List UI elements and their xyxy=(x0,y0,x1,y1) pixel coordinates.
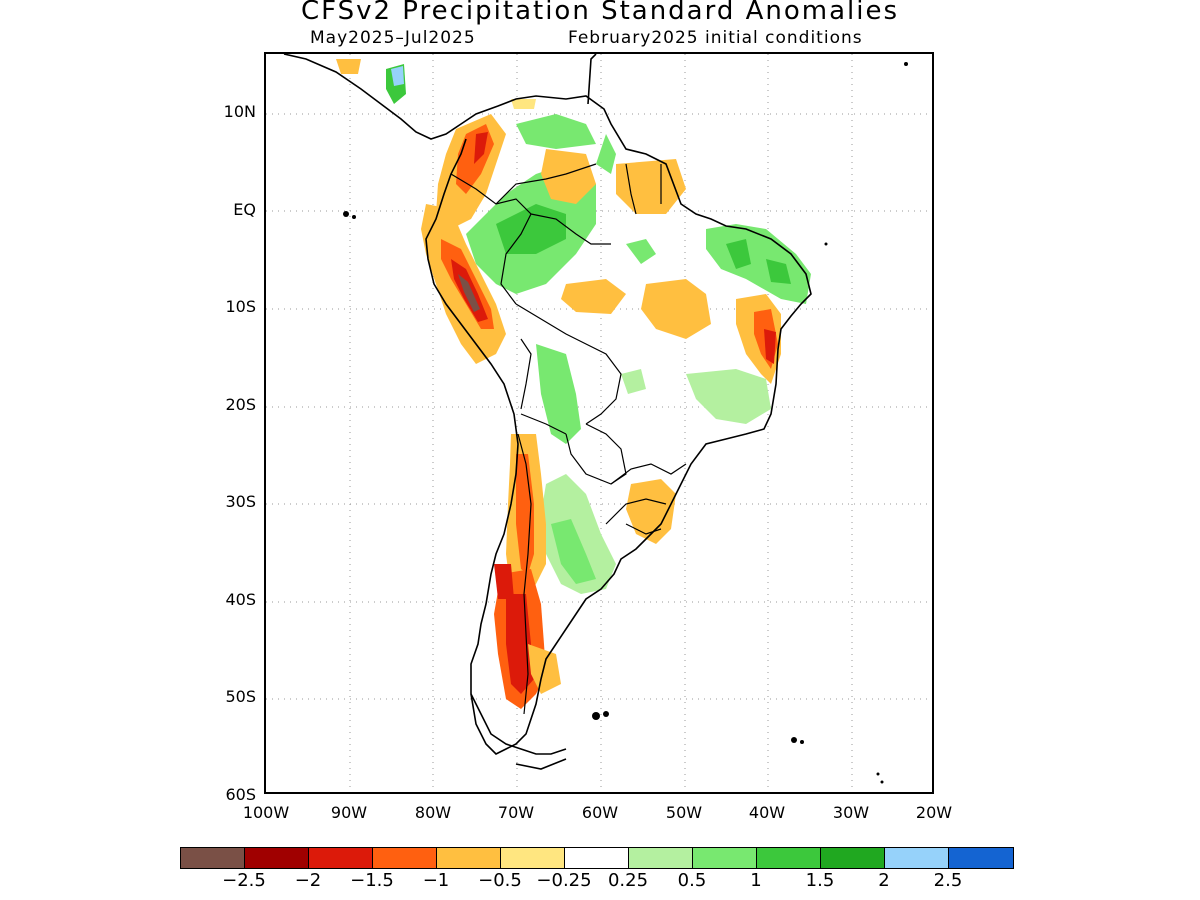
colorbar-swatch xyxy=(821,848,885,868)
lat-label: 10S xyxy=(225,297,256,316)
lon-label: 60W xyxy=(581,803,619,822)
lon-label: 50W xyxy=(665,803,703,822)
lon-label: 20W xyxy=(915,803,953,822)
colorbar-swatch xyxy=(629,848,693,868)
colorbar-label: 2.5 xyxy=(933,870,963,891)
anomaly-map xyxy=(266,54,932,792)
colorbar-swatch xyxy=(501,848,565,868)
lat-label: 60S xyxy=(225,785,256,804)
colorbar-label: −0.25 xyxy=(536,870,592,891)
lon-label: 40W xyxy=(748,803,786,822)
islands xyxy=(343,62,908,784)
colorbar-label: 0.5 xyxy=(677,870,707,891)
colorbar-swatch xyxy=(181,848,245,868)
colorbar-label: −1 xyxy=(422,870,450,891)
country-borders xyxy=(450,163,687,715)
map-frame xyxy=(264,52,934,794)
chart-title: CFSv2 Precipitation Standard Anomalies xyxy=(300,0,900,26)
lat-label: 20S xyxy=(225,395,256,414)
lon-label: 70W xyxy=(497,803,535,822)
colorbar-swatch xyxy=(757,848,821,868)
colorbar-label: −0.5 xyxy=(478,870,522,891)
dry-anomalies xyxy=(336,59,781,709)
colorbar-swatch xyxy=(565,848,629,868)
colorbar-swatch xyxy=(949,848,1013,868)
colorbar-swatch xyxy=(437,848,501,868)
colorbar-label: −2 xyxy=(294,870,322,891)
colorbar-swatch xyxy=(245,848,309,868)
colorbar-swatch xyxy=(373,848,437,868)
colorbar xyxy=(180,847,1014,869)
colorbar-label: −1.5 xyxy=(350,870,394,891)
colorbar-swatch xyxy=(693,848,757,868)
lon-label: 100W xyxy=(242,803,290,822)
colorbar-swatch xyxy=(309,848,373,868)
colorbar-label: 1 xyxy=(750,870,762,891)
forecast-period: May2025–Jul2025 xyxy=(310,28,476,48)
colorbar-label: 2 xyxy=(878,870,890,891)
lon-label: 30W xyxy=(832,803,870,822)
lat-label: 40S xyxy=(225,590,256,609)
colorbar-swatch xyxy=(885,848,949,868)
lon-label: 80W xyxy=(414,803,452,822)
colorbar-label: 0.25 xyxy=(607,870,649,891)
colorbar-label: 1.5 xyxy=(805,870,835,891)
initial-conditions: February2025 initial conditions xyxy=(568,28,863,48)
lat-label: 50S xyxy=(225,687,256,706)
lat-label: EQ xyxy=(233,200,256,219)
colorbar-label: −2.5 xyxy=(222,870,266,891)
lon-label: 90W xyxy=(330,803,368,822)
lat-label: 10N xyxy=(223,102,256,121)
lat-label: 30S xyxy=(225,492,256,511)
coastline xyxy=(283,54,812,770)
